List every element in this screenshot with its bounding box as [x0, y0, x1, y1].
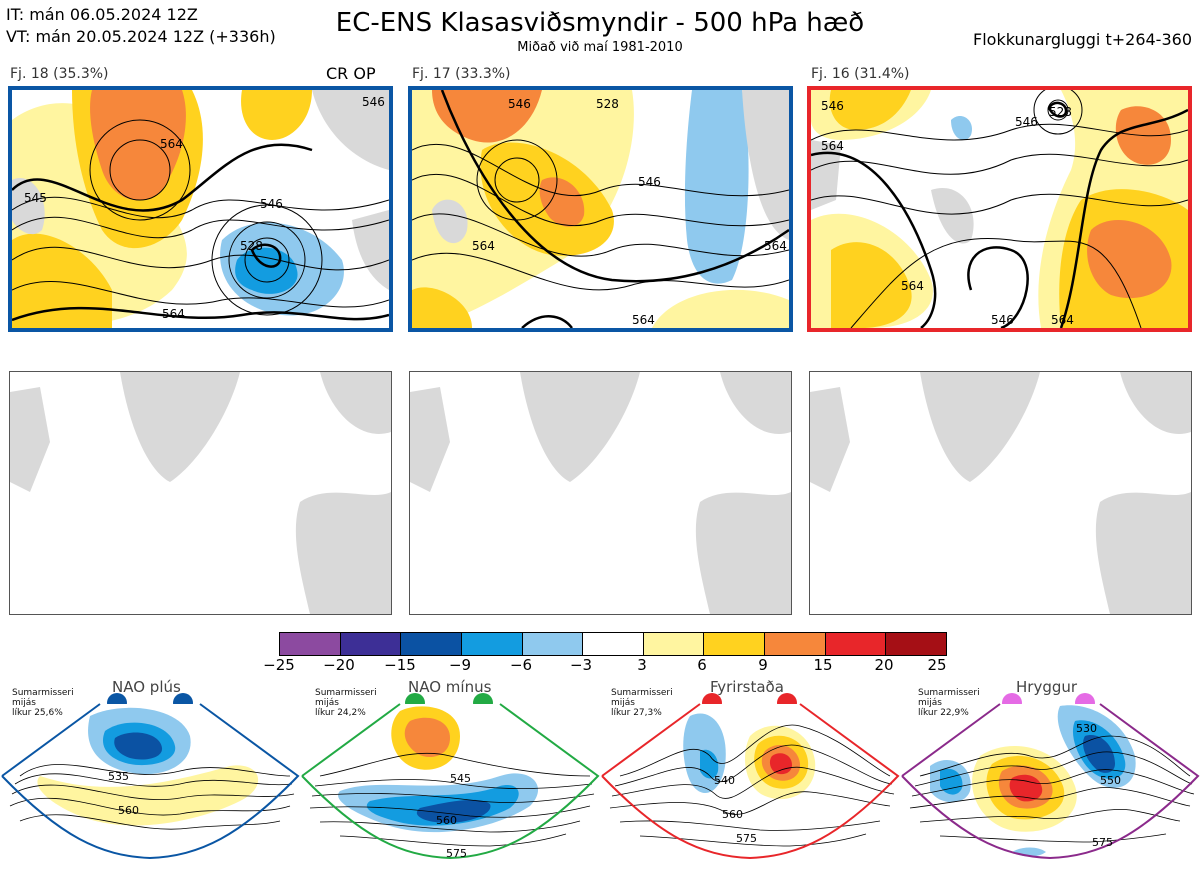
regime-contour-label: 535 — [108, 770, 129, 783]
contour-label: 564 — [764, 239, 787, 253]
regime-title: NAO plús — [112, 678, 181, 696]
colorbar-swatch — [583, 633, 644, 655]
cluster-3-map: 546 528 546 564 564 564 546 — [807, 86, 1192, 332]
regime-title: NAO mínus — [408, 678, 492, 696]
regime-ridge: Sumarmisseri mijás líkur 22,9% Hryggur 530… — [900, 676, 1200, 871]
regime-contour-label: 560 — [118, 804, 139, 817]
colorbar-swatch — [401, 633, 462, 655]
empty-map-3 — [809, 371, 1192, 615]
page-subtitle: Miðað við maí 1981-2010 — [517, 40, 683, 55]
colorbar-label: −9 — [448, 656, 472, 674]
contour-label: 564 — [472, 239, 495, 253]
empty-map-2 — [409, 371, 792, 615]
colorbar-swatch — [643, 633, 705, 655]
regime-nao-plus: Sumarmisseri mijás líkur 25,6% NAO plús 53… — [0, 676, 300, 871]
colorbar-label: 9 — [758, 656, 768, 674]
contour-label: 564 — [821, 139, 844, 153]
regime-meta: Sumarmisseri mijás líkur 24,2% — [315, 688, 377, 718]
regime-contour-label: 560 — [436, 814, 457, 827]
contour-label: 528 — [596, 97, 619, 111]
colorbar-swatch — [340, 633, 402, 655]
vt-line: VT: mán 20.05.2024 12Z (+336h) — [6, 27, 276, 46]
contour-label: 564 — [160, 137, 183, 151]
regime-contour-label: 540 — [714, 774, 735, 787]
page-title: EC-ENS Klasasviðsmyndir - 500 hPa hæð — [335, 8, 865, 38]
contour-label: 528 — [240, 239, 263, 253]
colorbar-swatch — [825, 633, 887, 655]
contour-label: 528 — [1049, 105, 1072, 119]
contour-label: 564 — [1051, 313, 1074, 327]
cluster-1-map: 546 564 546 528 564 545 — [8, 86, 393, 332]
colorbar-label: −3 — [569, 656, 593, 674]
contour-label: 564 — [632, 313, 655, 327]
empty-map-1 — [9, 371, 392, 615]
colorbar-label: 15 — [813, 656, 833, 674]
regime-contour-label: 550 — [1100, 774, 1121, 787]
colorbar-swatch — [461, 633, 523, 655]
contour-label: 564 — [162, 307, 185, 321]
cluster-2-label: Fj. 17 (33.3%) — [412, 66, 511, 82]
contour-label: 546 — [638, 175, 661, 189]
contour-label: 546 — [1015, 115, 1038, 129]
contour-label: 546 — [362, 95, 385, 109]
colorbar-swatch — [522, 633, 584, 655]
contour-label: 545 — [24, 191, 47, 205]
colorbar-label: 6 — [697, 656, 707, 674]
regime-meta: Sumarmisseri mijás líkur 25,6% — [12, 688, 74, 718]
classification-window: Flokkunargluggi t+264-360 — [973, 30, 1192, 49]
regime-nao-minus: Sumarmisseri mijás líkur 24,2% NAO mínus 5… — [300, 676, 600, 871]
contour-label: 546 — [508, 97, 531, 111]
colorbar-label: −15 — [384, 656, 416, 674]
contour-label: 546 — [260, 197, 283, 211]
regime-contour-label: 575 — [1092, 836, 1113, 849]
regime-contour-label: 545 — [450, 772, 471, 785]
contour-label: 546 — [991, 313, 1014, 327]
it-line: IT: mán 06.05.2024 12Z — [6, 5, 198, 24]
colorbar-swatch — [280, 633, 341, 655]
run-info: IT: mán 06.05.2024 12Z VT: mán 20.05.202… — [6, 4, 276, 48]
cluster-1-badge: CR OP — [326, 64, 376, 83]
colorbar-swatch — [704, 633, 766, 655]
colorbar-label: 20 — [874, 656, 894, 674]
contour-label: 564 — [901, 279, 924, 293]
colorbar-swatch — [886, 633, 947, 655]
cluster-2-map: 546 528 546 564 564 564 — [408, 86, 793, 332]
regime-meta: Sumarmisseri mijás líkur 22,9% — [918, 688, 980, 718]
colorbar-label: −6 — [509, 656, 533, 674]
regime-contour-label: 560 — [722, 808, 743, 821]
regime-meta: Sumarmisseri mijás líkur 27,3% — [611, 688, 673, 718]
cluster-3-label: Fj. 16 (31.4%) — [811, 66, 910, 82]
regime-contour-label: 530 — [1076, 722, 1097, 735]
regime-contour-label: 575 — [736, 832, 757, 845]
colorbar — [279, 632, 947, 656]
colorbar-label: −25 — [263, 656, 295, 674]
colorbar-label: 25 — [927, 656, 947, 674]
colorbar-label: 3 — [637, 656, 647, 674]
colorbar-swatch — [765, 633, 826, 655]
colorbar-label: −20 — [323, 656, 355, 674]
contour-label: 546 — [821, 99, 844, 113]
regime-title: Hryggur — [1016, 678, 1078, 696]
regime-title: Fyrirstaða — [710, 678, 784, 696]
cluster-1-label: Fj. 18 (35.3%) — [10, 66, 109, 82]
regime-blocking: Sumarmisseri mijás líkur 27,3% Fyrirstaða … — [600, 676, 900, 871]
regime-contour-label: 575 — [446, 847, 467, 860]
